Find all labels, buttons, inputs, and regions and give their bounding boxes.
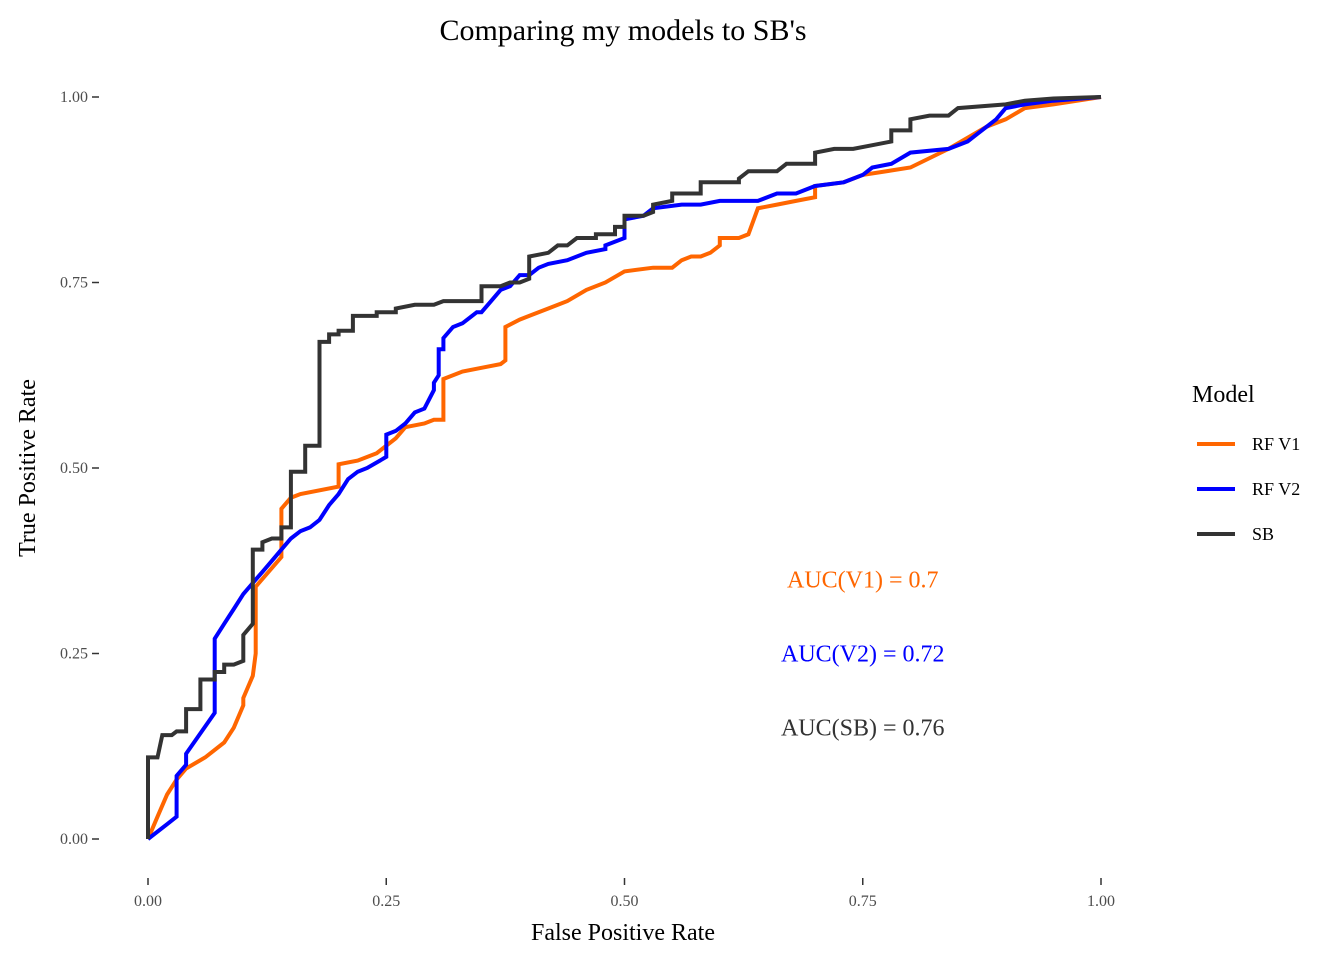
legend-label: RF V2 bbox=[1252, 479, 1300, 499]
y-axis: 0.00 0.25 0.50 0.75 1.00 bbox=[60, 89, 99, 848]
x-axis: 0.00 0.25 0.50 0.75 1.00 bbox=[134, 878, 1115, 910]
y-tick-label: 1.00 bbox=[60, 89, 88, 106]
x-axis-title: False Positive Rate bbox=[531, 920, 715, 946]
series-line-rf-v2 bbox=[146, 95, 1102, 841]
x-tick-label: 0.50 bbox=[611, 893, 639, 910]
y-axis-title: True Positive Rate bbox=[15, 379, 41, 557]
auc-annotation: AUC(V2) = 0.72 bbox=[781, 642, 945, 668]
y-tick-label: 0.25 bbox=[60, 646, 88, 663]
series-line-sb bbox=[146, 95, 1102, 839]
legend: Model RF V1 RF V2 SB bbox=[1192, 382, 1300, 544]
legend-label: RF V1 bbox=[1252, 434, 1300, 454]
x-tick-label: 1.00 bbox=[1087, 893, 1115, 910]
x-tick-label: 0.00 bbox=[134, 893, 162, 910]
plot-area bbox=[146, 95, 1102, 841]
auc-annotation: AUC(V1) = 0.7 bbox=[787, 567, 939, 593]
auc-annotations: AUC(V1) = 0.7 AUC(V2) = 0.72 AUC(SB) = 0.7… bbox=[781, 567, 945, 741]
legend-label: SB bbox=[1252, 524, 1274, 544]
x-tick-label: 0.25 bbox=[372, 893, 400, 910]
y-tick-label: 0.50 bbox=[60, 460, 88, 477]
series-line-rf-v1 bbox=[146, 95, 1102, 840]
y-tick-label: 0.75 bbox=[60, 275, 88, 292]
auc-annotation: AUC(SB) = 0.76 bbox=[781, 716, 945, 742]
y-tick-label: 0.00 bbox=[60, 831, 88, 848]
x-tick-label: 0.75 bbox=[849, 893, 877, 910]
chart-title: Comparing my models to SB's bbox=[439, 14, 806, 47]
legend-title: Model bbox=[1192, 382, 1255, 408]
